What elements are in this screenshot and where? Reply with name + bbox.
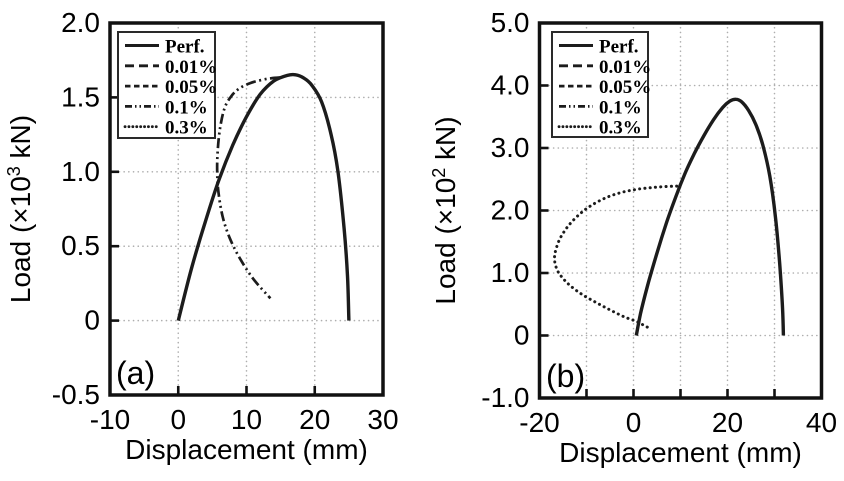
panel-label-b: (b) xyxy=(546,358,585,394)
y-tick-label: -1.0 xyxy=(481,382,529,413)
legend-a: Perf.0.01%0.05%0.1%0.3% xyxy=(117,31,217,139)
legend-label: 0.01% xyxy=(599,57,651,78)
legend-b: Perf.0.01%0.05%0.1%0.3% xyxy=(551,31,651,139)
panel-b: -20 0 20 40 5.0 4.0 3.0 2.0 1.0 0 -1.0 Displacement… xyxy=(429,7,837,468)
y-tick-label: 2.0 xyxy=(61,7,100,38)
series-a-imperfection xyxy=(215,76,280,300)
legend-label: Perf. xyxy=(599,37,639,58)
legend-label: 0.05% xyxy=(165,77,217,98)
y-tick-label: 0.5 xyxy=(61,230,100,261)
legend-label: 0.3% xyxy=(599,118,642,139)
y-axis-title-unit: kN) xyxy=(430,116,461,167)
legend-label: 0.1% xyxy=(599,97,642,118)
x-tick-label: 0 xyxy=(626,407,642,438)
x-tick-label: 40 xyxy=(806,407,837,438)
curves-b xyxy=(552,97,786,336)
panel-a: -10 0 10 20 30 2.0 1.5 1.0 0.5 0 -0.5 Displacement … xyxy=(4,7,399,465)
y-tick-label: 2.0 xyxy=(491,195,530,226)
series-b-perfect xyxy=(634,97,786,336)
y-axis-title-superscript: 2 xyxy=(429,168,449,178)
plot-frame-b xyxy=(537,21,824,400)
legend-box xyxy=(551,31,649,138)
x-tick-label: 10 xyxy=(231,404,262,435)
x-axis-title: Displacement (mm) xyxy=(559,437,802,468)
series-b-imperfection xyxy=(552,184,679,331)
x-tick-label: 30 xyxy=(367,404,398,435)
legend-label: 0.01% xyxy=(165,57,217,78)
x-tick-label: -10 xyxy=(90,404,130,435)
plot-frame-a xyxy=(108,21,385,397)
y-tick-label: 1.0 xyxy=(61,156,100,187)
x-axis-title: Displacement (mm) xyxy=(125,434,368,465)
legend-label: 0.3% xyxy=(165,118,208,139)
y-tick-label: 5.0 xyxy=(491,7,530,38)
y-axis-title: Load (×102 kN) xyxy=(429,116,461,304)
y-tick-label: 0 xyxy=(514,320,530,351)
y-tick-label: 3.0 xyxy=(491,132,530,163)
y-tick-label: 1.5 xyxy=(61,81,100,112)
y-axis-title-unit: kN) xyxy=(5,115,36,166)
y-tick-label: -0.5 xyxy=(52,379,100,410)
legend-label: Perf. xyxy=(165,37,205,58)
y-tick-label: 4.0 xyxy=(491,70,530,101)
curves-a xyxy=(176,72,351,322)
legend-label: 0.1% xyxy=(165,97,208,118)
y-tick-label: 1.0 xyxy=(491,257,530,288)
x-tick-label: -20 xyxy=(519,407,559,438)
legend-label: 0.05% xyxy=(599,77,651,98)
x-tick-label: 20 xyxy=(712,407,743,438)
y-axis-title-superscript: 3 xyxy=(4,166,24,176)
y-axis-title: Load (×103 kN) xyxy=(4,115,36,303)
x-tick-label: 0 xyxy=(170,404,186,435)
x-tick-label: 20 xyxy=(299,404,330,435)
y-axis-title-main: Load (×10 xyxy=(430,178,461,305)
y-tick-label: 0 xyxy=(84,305,100,336)
panel-label-a: (a) xyxy=(116,355,155,391)
y-axis-title-main: Load (×10 xyxy=(5,176,36,303)
